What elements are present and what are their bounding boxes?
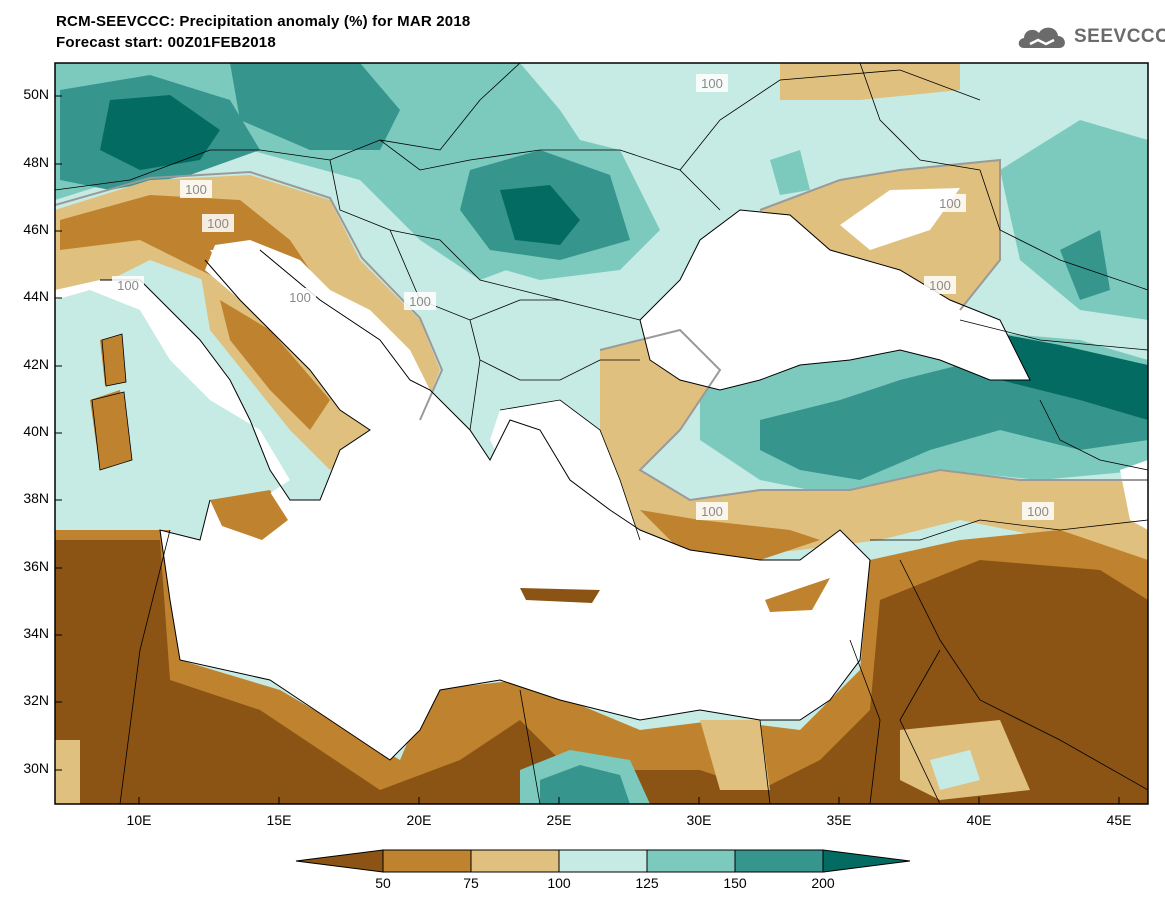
lat-label: 38N bbox=[23, 490, 49, 506]
colorbar-swatch-150-200 bbox=[734, 849, 824, 873]
wet-zone-northeast-core bbox=[1060, 230, 1110, 300]
coastline-balkans bbox=[159, 249, 871, 761]
cyprus-island bbox=[765, 578, 830, 612]
crete-island bbox=[520, 588, 600, 603]
borders bbox=[55, 63, 1148, 804]
colorbar-tick-label: 125 bbox=[635, 875, 659, 891]
lon-label: 45E bbox=[1106, 812, 1132, 828]
dry-zone-turkey-west bbox=[600, 330, 1148, 560]
aegean-sea bbox=[490, 400, 640, 560]
caspian-coast bbox=[1120, 460, 1148, 530]
wet-zone-carpathian-max bbox=[500, 185, 580, 245]
contour-label: 100 bbox=[409, 294, 431, 309]
lat-label: 32N bbox=[23, 692, 49, 708]
lat-label: 50N bbox=[23, 86, 49, 102]
lat-label: 34N bbox=[23, 625, 49, 641]
cloud-icon bbox=[1018, 27, 1065, 48]
contour-label: 100 bbox=[207, 216, 229, 231]
logo-text: SEEVCCC bbox=[1074, 26, 1165, 47]
lon-label: 10E bbox=[126, 812, 152, 828]
colorbar-swatch-50-75 bbox=[382, 849, 472, 873]
dry-zone-egypt bbox=[700, 720, 770, 790]
sicily-island bbox=[210, 492, 288, 540]
colorbar-swatch-below-50 bbox=[295, 849, 384, 873]
seevccc-logo: SEEVCCC bbox=[1016, 22, 1165, 52]
colorbar-tick-label: 75 bbox=[463, 875, 479, 891]
lon-label: 30E bbox=[686, 812, 712, 828]
colorbar-swatch-125-150 bbox=[646, 849, 736, 873]
colorbar-swatch-75-100 bbox=[470, 849, 560, 873]
coastline-aegean bbox=[499, 399, 641, 541]
wet-zone-north-core2 bbox=[230, 63, 400, 150]
corsica-island bbox=[101, 333, 127, 387]
map-title: RCM-SEEVCCC: Precipitation anomaly (%) f… bbox=[56, 13, 471, 30]
contour-labels: 100 100 100 100 100 100 100 100 100 100 bbox=[112, 74, 1054, 520]
colorbar-tick-label: 150 bbox=[723, 875, 747, 891]
lat-label: 40N bbox=[23, 423, 49, 439]
wet-spot-arabia bbox=[930, 750, 980, 790]
contour-label: 100 bbox=[929, 278, 951, 293]
contour-label: 100 bbox=[1027, 504, 1049, 519]
lon-label: 15E bbox=[266, 812, 292, 828]
wet-zone-north-max bbox=[100, 95, 220, 170]
contour-label: 100 bbox=[289, 290, 311, 305]
wet-zone-ukraine bbox=[770, 150, 810, 195]
mediterranean-sea bbox=[55, 240, 870, 760]
lon-label: 40E bbox=[966, 812, 992, 828]
lat-label: 46N bbox=[23, 221, 49, 237]
black-sea bbox=[640, 210, 1030, 390]
contour-label: 100 bbox=[701, 504, 723, 519]
contour-label: 100 bbox=[117, 278, 139, 293]
colorbar-tick-label: 200 bbox=[811, 875, 835, 891]
coastline-italy bbox=[100, 259, 371, 501]
coastline-black-sea bbox=[639, 209, 1031, 391]
lat-label: 44N bbox=[23, 288, 49, 304]
contour-label: 100 bbox=[701, 76, 723, 91]
colorbar bbox=[295, 849, 911, 873]
dry-zone-italy-core bbox=[220, 300, 330, 430]
colorbar-tick-label: 50 bbox=[375, 875, 391, 891]
contour-label: 100 bbox=[939, 196, 961, 211]
dry-zone-africa-core bbox=[55, 540, 1148, 804]
azov-sea bbox=[840, 188, 960, 250]
dry-zone-africa-west bbox=[55, 740, 80, 804]
wet-zone-northeast bbox=[1000, 120, 1148, 320]
lon-label: 20E bbox=[406, 812, 432, 828]
axis-ticks bbox=[55, 95, 1120, 804]
lat-label: 48N bbox=[23, 154, 49, 170]
contour-100-line bbox=[55, 170, 444, 421]
anomaly-field: 100 100 100 100 100 100 100 100 100 100 bbox=[55, 63, 1148, 804]
forecast-start-label: Forecast start: 00Z01FEB2018 bbox=[56, 34, 276, 51]
lon-label: 25E bbox=[546, 812, 572, 828]
wet-spot-libya-core bbox=[540, 765, 630, 804]
dry-zone-ukraine-north bbox=[780, 63, 960, 100]
lon-label: 35E bbox=[826, 812, 852, 828]
lat-label: 30N bbox=[23, 760, 49, 776]
lat-label: 36N bbox=[23, 558, 49, 574]
colorbar-swatch-100-125 bbox=[558, 849, 648, 873]
adriatic-sea bbox=[210, 250, 410, 420]
colorbar-tick-label: 100 bbox=[547, 875, 571, 891]
contour-label: 100 bbox=[185, 182, 207, 197]
wet-zone-caucasus-max bbox=[980, 330, 1148, 420]
sardinia-island bbox=[91, 391, 133, 471]
lat-label: 42N bbox=[23, 356, 49, 372]
contour-100-line bbox=[599, 328, 1148, 502]
colorbar-swatch-above-200 bbox=[822, 849, 911, 873]
